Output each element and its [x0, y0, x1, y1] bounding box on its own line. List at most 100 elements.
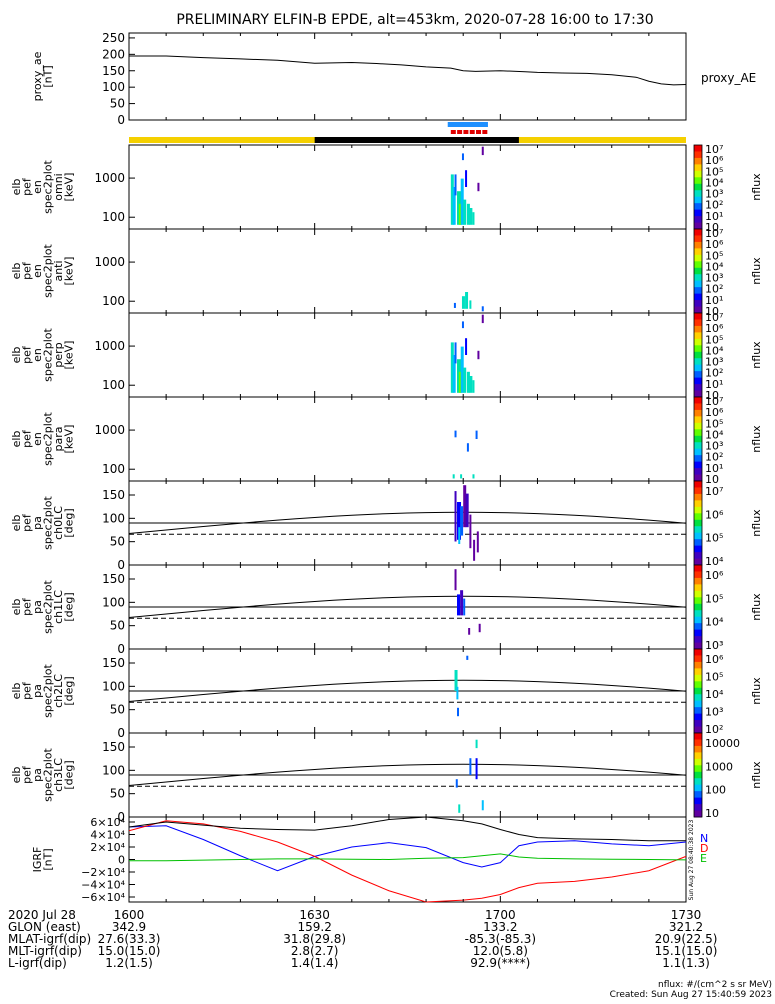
y-tick-label: 150	[102, 656, 125, 670]
y-tick-label: 4×10⁴	[90, 829, 125, 842]
y-tick-label: 100	[102, 511, 125, 525]
colorbar-tick-label: 10000	[705, 737, 740, 750]
y-tick-label: 100	[102, 378, 125, 392]
y-axis-label: en	[31, 432, 44, 446]
colorbar-segment	[694, 287, 702, 295]
pitch-angle-curve	[128, 763, 687, 786]
footer-value: 12.0(5.8)	[473, 944, 528, 958]
colorbar-tick-label: 10²	[705, 367, 723, 380]
colorbar-segment	[694, 739, 702, 747]
colorbar-segment	[694, 351, 702, 359]
flux-pixel	[458, 203, 462, 225]
colorbar-segment	[694, 500, 702, 508]
colorbar-tick-label: 10³	[705, 356, 723, 369]
footer-value: 1.1(1.3)	[662, 956, 710, 970]
colorbar-segment	[694, 164, 702, 172]
flux-pixel	[452, 474, 455, 479]
y-tick-label: 100	[102, 462, 125, 476]
colorbar-segment	[694, 804, 702, 812]
colorbar-segment	[694, 694, 702, 702]
y-axis-label: en	[31, 348, 44, 362]
colorbar-segment	[694, 261, 702, 269]
y-axis-label: [keV]	[62, 173, 75, 202]
flux-pixel	[460, 590, 464, 616]
y-axis-label: spec2plot	[41, 412, 54, 466]
flux-pixel	[481, 146, 484, 156]
data-segment-marker	[463, 130, 469, 134]
flux-pixel	[475, 739, 478, 749]
y-axis-label: spec2plot	[41, 160, 54, 214]
colorbar-tick-label: 10⁴	[705, 688, 724, 701]
panel-frame	[128, 396, 687, 482]
flux-pixel	[450, 174, 454, 225]
colorbar-segment	[694, 713, 702, 721]
flux-pixel	[463, 598, 466, 616]
colorbar-segment	[694, 552, 702, 560]
data-segment-marker	[457, 130, 463, 134]
colorbar-segment	[694, 377, 702, 385]
colorbar-tick-label: 10⁶	[705, 238, 724, 251]
status-bars	[129, 122, 686, 143]
y-tick-label: 100	[102, 679, 125, 693]
colorbar-tick-label: 10¹	[705, 378, 723, 391]
colorbar-tick-label: 10⁵	[705, 532, 723, 545]
y-tick-label: 150	[102, 64, 125, 78]
colorbar-segment	[694, 493, 702, 501]
flux-pixel	[476, 531, 479, 553]
colorbar-segment	[694, 733, 702, 740]
colorbar-tick-label: 10⁷	[705, 485, 723, 498]
y-axis-label: [deg]	[62, 760, 75, 789]
colorbar-segment	[694, 332, 702, 340]
colorbar-tick-label: 10¹	[705, 462, 723, 475]
y-axis-label: elb	[10, 431, 23, 448]
colorbar-tick-label: 10¹	[705, 210, 723, 223]
flux-pixel	[461, 321, 464, 329]
data-segment-marker	[469, 130, 475, 134]
y-axis-label: [nT]	[41, 65, 54, 87]
colorbar-tick-label: 10⁴	[705, 260, 724, 273]
y-axis-label: pa	[31, 684, 44, 698]
colorbar-segment	[694, 429, 702, 437]
data-segment-marker	[482, 130, 488, 134]
colorbar-segment	[694, 216, 702, 224]
pitch-angle-curve	[128, 595, 687, 618]
colorbar-segment	[694, 577, 702, 585]
igrf-side-label: N	[700, 832, 708, 845]
colorbar-tick-label: 10⁷	[705, 227, 723, 240]
science-zone-bar	[447, 122, 488, 127]
footer-row-label: 2020 Jul 28	[8, 908, 76, 922]
colorbar-segment	[694, 241, 702, 249]
y-axis-label: proxy_ae	[31, 51, 44, 101]
y-axis-label: elb	[10, 515, 23, 532]
flux-pixel	[481, 306, 484, 312]
colorbar-segment	[694, 687, 702, 695]
flux-pixel	[472, 474, 475, 479]
y-axis-label: spec2plot	[41, 244, 54, 298]
y-tick-label: 2×10⁴	[90, 841, 125, 854]
y-axis-label: anti	[52, 260, 65, 281]
colorbar-tick-label: 10⁷	[705, 143, 723, 156]
colorbar-tick-label: 10⁵	[705, 592, 723, 605]
colorbar-segment	[694, 435, 702, 443]
panel-frame	[128, 312, 687, 398]
flux-pixel	[460, 506, 464, 536]
flux-pixel	[469, 376, 473, 393]
colorbar-segment	[694, 745, 702, 753]
flux-pixel	[481, 314, 484, 324]
y-tick-label: −6×10⁴	[81, 891, 125, 904]
colorbar-segment	[694, 325, 702, 333]
igrf-bx-line	[128, 825, 687, 872]
colorbar-tick-label: 10⁴	[705, 428, 724, 441]
colorbar-segment	[694, 338, 702, 346]
colorbar-segment	[694, 519, 702, 527]
flux-pixel	[472, 212, 475, 225]
y-axis-label: [keV]	[62, 341, 75, 370]
colorbar-segment	[694, 280, 702, 288]
proxy-ae-panel: 250 200 150 100 50 0 proxy_AE proxy_ae[nT]	[31, 31, 757, 127]
flux-pixel	[477, 350, 480, 360]
colorbar-tick-label: 10⁷	[705, 395, 723, 408]
colorbar-label: nflux	[750, 677, 763, 705]
colorbar-tick-label: 10²	[705, 451, 723, 464]
colorbar-segment	[694, 222, 702, 230]
